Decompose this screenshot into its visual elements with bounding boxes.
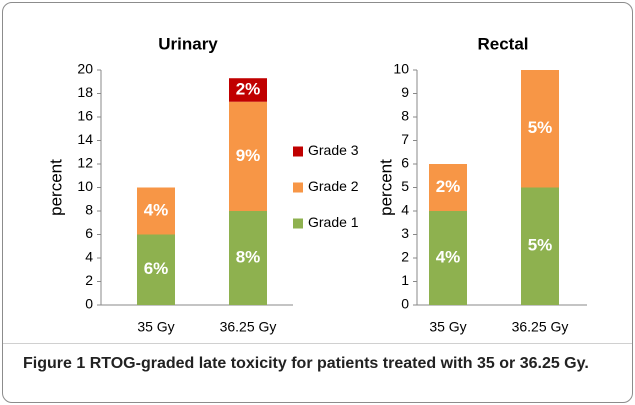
data-label: 4% (144, 200, 169, 219)
separator (3, 343, 632, 344)
y-tick-label: 3 (401, 225, 409, 241)
bar-segment (521, 187, 559, 305)
chart-title: Rectal (477, 34, 528, 53)
bar-segment (229, 78, 267, 102)
y-tick-label: 7 (401, 131, 409, 147)
bar-segment (429, 211, 467, 305)
caption-text: RTOG-graded late toxicity for patients t… (89, 355, 589, 372)
caption-label: Figure 1 (23, 355, 86, 372)
data-label: 5% (528, 118, 553, 137)
data-label: 2% (236, 79, 261, 98)
y-tick-label: 10 (77, 178, 93, 194)
bar-segment (137, 234, 175, 305)
legend-swatch (293, 146, 303, 157)
x-tick-label: 35 Gy (429, 319, 466, 335)
y-tick-label: 6 (85, 225, 93, 241)
bar-segment (229, 211, 267, 305)
legend-swatch (293, 182, 303, 193)
chart-title: Urinary (158, 34, 218, 53)
y-axis-label: percent (376, 159, 395, 216)
x-tick-label: 35 Gy (137, 319, 174, 335)
data-label: 8% (236, 247, 261, 266)
y-tick-label: 2 (401, 249, 409, 265)
y-tick-label: 5 (401, 178, 409, 194)
legend-label: Grade 1 (308, 214, 359, 230)
data-label: 6% (144, 259, 169, 278)
y-tick-label: 4 (85, 249, 93, 265)
x-tick-label: 36.25 Gy (220, 319, 277, 335)
y-tick-label: 4 (401, 202, 409, 218)
bar-segment (429, 164, 467, 211)
caption: Figure 1 RTOG-graded late toxicity for p… (23, 353, 613, 375)
data-label: 5% (528, 236, 553, 255)
y-tick-label: 9 (401, 84, 409, 100)
legend-label: Grade 2 (308, 178, 359, 194)
bar-segment (137, 187, 175, 235)
y-tick-label: 8 (85, 202, 93, 218)
y-tick-label: 1 (401, 272, 409, 288)
y-tick-label: 2 (85, 272, 93, 288)
y-tick-label: 6 (401, 155, 409, 171)
y-axis-label: percent (46, 159, 65, 216)
y-tick-label: 0 (401, 296, 409, 312)
legend-label: Grade 3 (308, 142, 359, 158)
bar-segment (229, 101, 267, 211)
x-tick-label: 36.25 Gy (512, 319, 569, 335)
y-tick-label: 14 (77, 131, 93, 147)
bar-segment (521, 70, 559, 188)
y-tick-label: 10 (393, 61, 409, 77)
y-tick-label: 8 (401, 108, 409, 124)
data-label: 2% (436, 177, 461, 196)
data-label: 4% (436, 247, 461, 266)
y-tick-label: 20 (77, 61, 93, 77)
y-tick-label: 0 (85, 296, 93, 312)
y-tick-label: 12 (77, 155, 93, 171)
legend-swatch (293, 218, 303, 229)
data-label: 9% (236, 146, 261, 165)
y-tick-label: 16 (77, 108, 93, 124)
y-tick-label: 18 (77, 84, 93, 100)
